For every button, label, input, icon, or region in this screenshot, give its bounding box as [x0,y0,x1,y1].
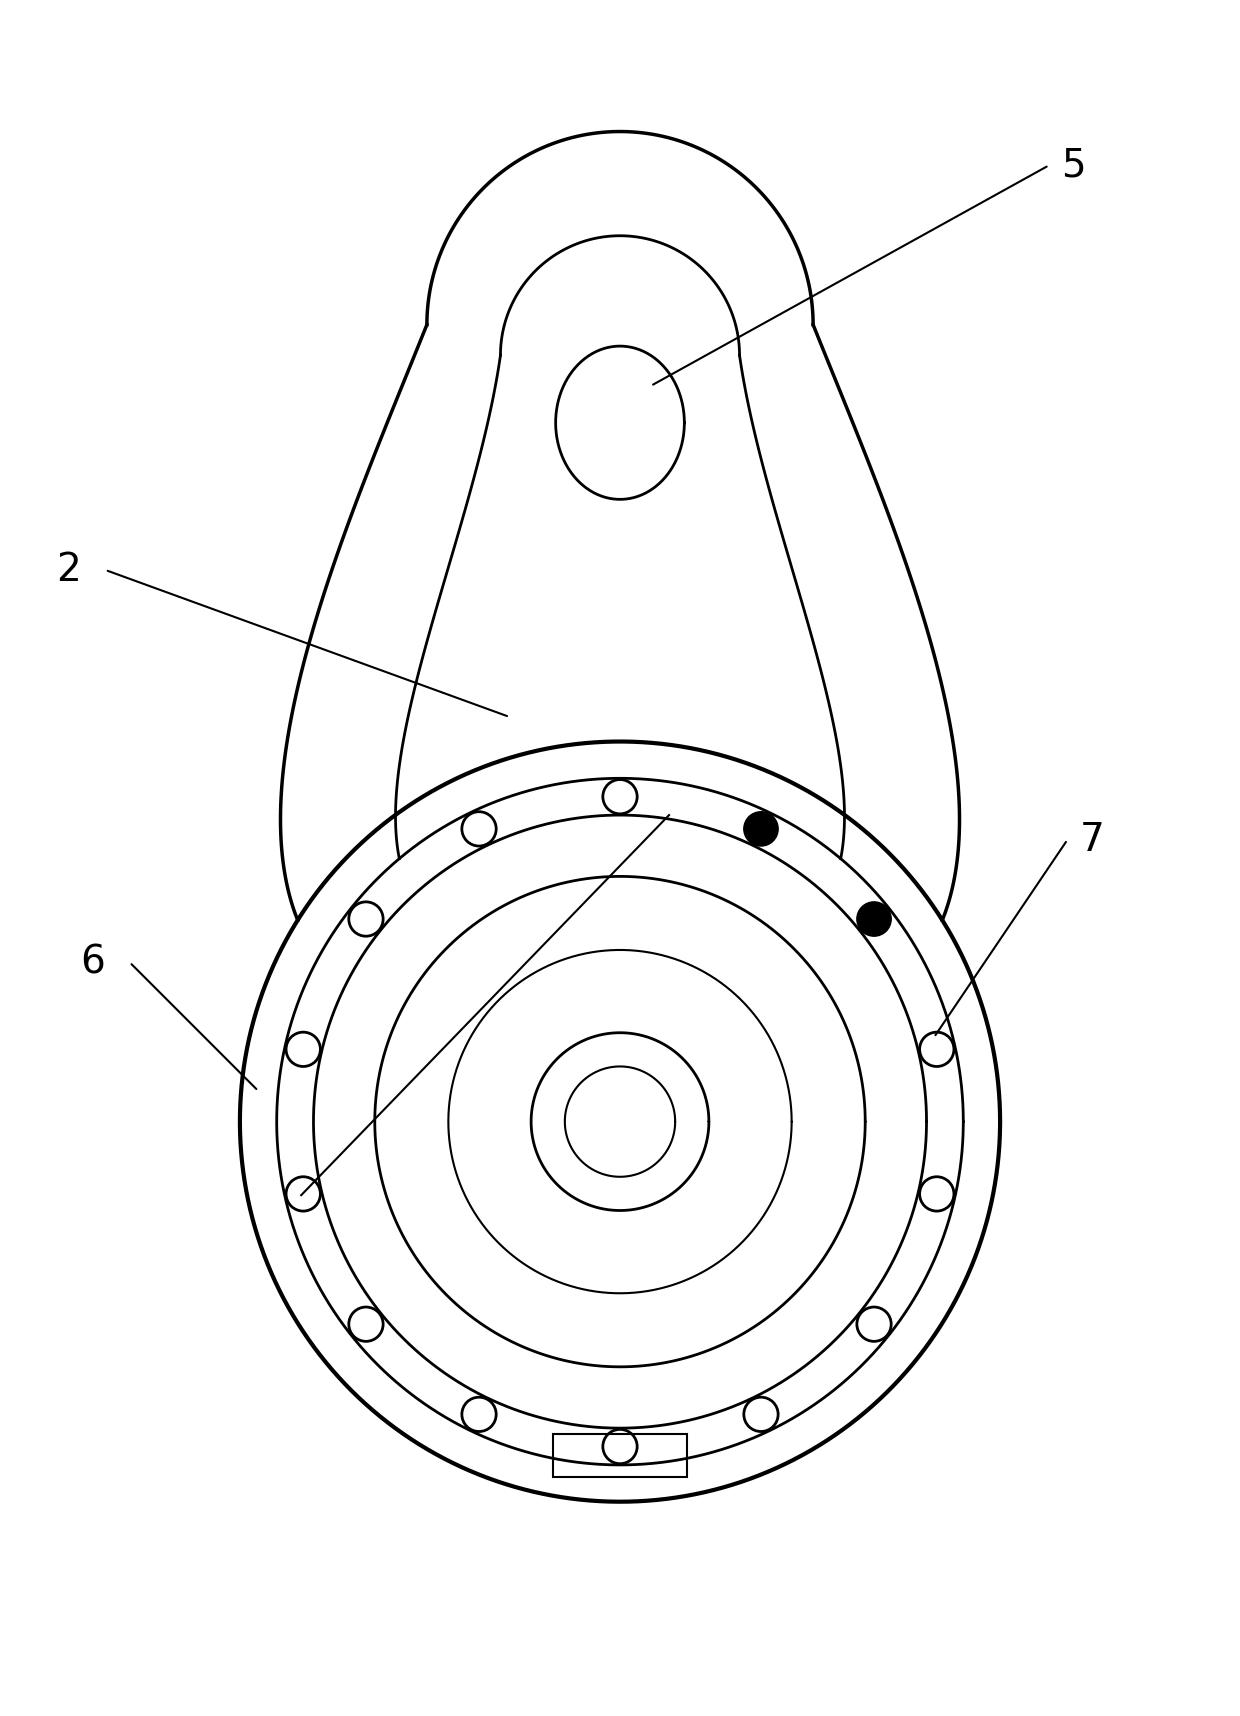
Text: 6: 6 [81,944,105,982]
Text: 2: 2 [56,551,81,589]
Text: 5: 5 [1061,146,1086,184]
Circle shape [744,812,779,846]
Bar [553,1435,687,1477]
Circle shape [857,903,892,937]
Text: 7: 7 [1080,820,1105,858]
